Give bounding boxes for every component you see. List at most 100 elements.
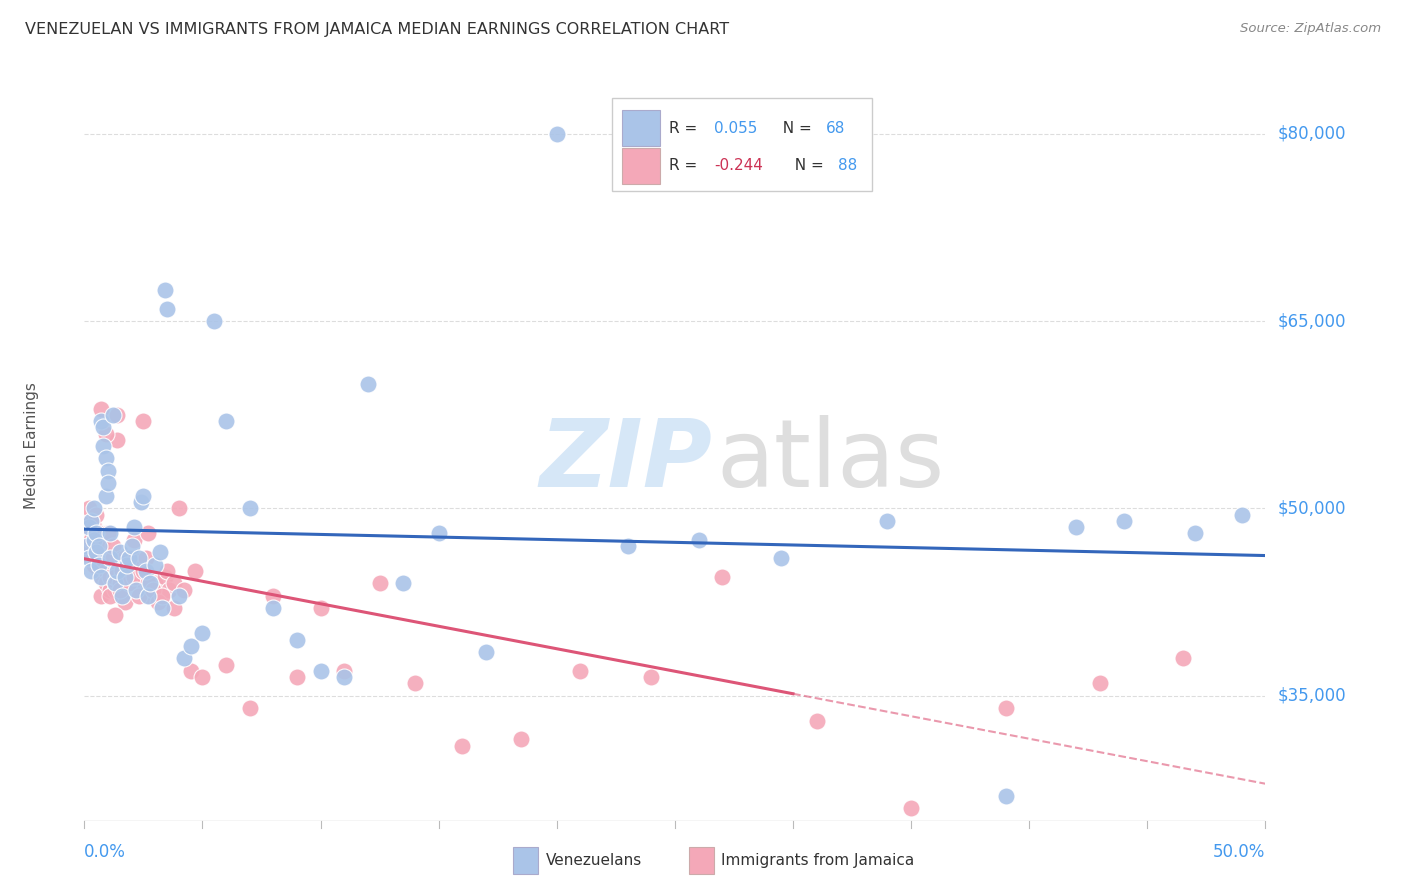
Point <box>91 545 114 559</box>
Point <box>97 464 120 478</box>
Point <box>108 545 131 559</box>
Point <box>132 414 155 428</box>
Point <box>91 439 114 453</box>
Point <box>84 545 107 559</box>
Point <box>101 539 124 553</box>
Point <box>184 564 207 578</box>
Text: N =: N = <box>785 158 828 173</box>
Point <box>404 676 426 690</box>
Point <box>80 564 103 578</box>
Point <box>136 526 159 541</box>
Point <box>143 558 166 572</box>
Point <box>122 520 145 534</box>
Point <box>77 520 100 534</box>
Point <box>132 489 155 503</box>
Point <box>122 570 145 584</box>
Point <box>97 476 120 491</box>
Point <box>368 576 391 591</box>
Point <box>640 670 662 684</box>
Point <box>215 657 238 672</box>
Point <box>510 732 533 747</box>
Point <box>97 526 120 541</box>
Point <box>1230 508 1253 522</box>
Point <box>108 589 131 603</box>
Point <box>711 570 734 584</box>
Text: $35,000: $35,000 <box>1277 687 1346 705</box>
Point <box>80 514 103 528</box>
Text: atlas: atlas <box>716 415 945 507</box>
Text: VENEZUELAN VS IMMIGRANTS FROM JAMAICA MEDIAN EARNINGS CORRELATION CHART: VENEZUELAN VS IMMIGRANTS FROM JAMAICA ME… <box>25 22 730 37</box>
Point <box>688 533 710 547</box>
Point <box>115 558 138 572</box>
Point <box>136 589 159 603</box>
Point <box>101 551 124 566</box>
Point <box>239 501 262 516</box>
Point <box>98 526 121 541</box>
Point <box>128 551 150 566</box>
Point <box>180 639 202 653</box>
Point <box>114 570 136 584</box>
Point <box>107 408 129 422</box>
Point <box>107 433 129 447</box>
Text: ZIP: ZIP <box>538 415 711 507</box>
Point <box>83 501 105 516</box>
Point <box>173 651 195 665</box>
Text: 50.0%: 50.0% <box>1213 843 1265 861</box>
Text: R =: R = <box>669 120 702 136</box>
Point <box>150 601 173 615</box>
Point <box>262 589 284 603</box>
Text: $65,000: $65,000 <box>1277 312 1346 330</box>
Point <box>87 539 110 553</box>
Point <box>153 570 176 584</box>
Point <box>111 564 134 578</box>
Point <box>114 551 136 566</box>
Point <box>153 283 176 297</box>
Text: Immigrants from Jamaica: Immigrants from Jamaica <box>721 854 914 868</box>
Text: 0.055: 0.055 <box>714 120 758 136</box>
Point <box>128 576 150 591</box>
Point <box>180 664 202 678</box>
Point <box>98 570 121 584</box>
Point <box>98 582 121 597</box>
Text: -0.244: -0.244 <box>714 158 762 173</box>
Point <box>239 701 262 715</box>
Text: R =: R = <box>669 158 702 173</box>
Point <box>90 570 112 584</box>
Point <box>215 414 238 428</box>
Point <box>83 533 105 547</box>
Point <box>1184 526 1206 541</box>
Point <box>97 551 120 566</box>
FancyBboxPatch shape <box>689 847 714 874</box>
Point <box>994 701 1017 715</box>
Point <box>104 576 127 591</box>
Point <box>333 664 356 678</box>
Point <box>87 558 110 572</box>
Point <box>191 626 214 640</box>
Point <box>111 589 134 603</box>
Point <box>285 632 308 647</box>
Point <box>77 539 100 553</box>
Point <box>149 545 172 559</box>
Point <box>107 564 129 578</box>
Point <box>83 558 105 572</box>
Point <box>80 551 103 566</box>
Point <box>94 451 117 466</box>
Point <box>900 801 922 815</box>
Point <box>142 582 165 597</box>
Point <box>94 564 117 578</box>
Point <box>98 551 121 566</box>
Point <box>139 589 162 603</box>
Point <box>309 664 332 678</box>
Point <box>143 576 166 591</box>
Point <box>91 533 114 547</box>
Point <box>1088 676 1111 690</box>
Point <box>475 645 498 659</box>
Point <box>333 670 356 684</box>
Point <box>87 526 110 541</box>
Point <box>163 601 186 615</box>
Point <box>167 501 190 516</box>
Point <box>104 582 127 597</box>
Point <box>994 789 1017 803</box>
Point <box>101 408 124 422</box>
Point <box>84 526 107 541</box>
